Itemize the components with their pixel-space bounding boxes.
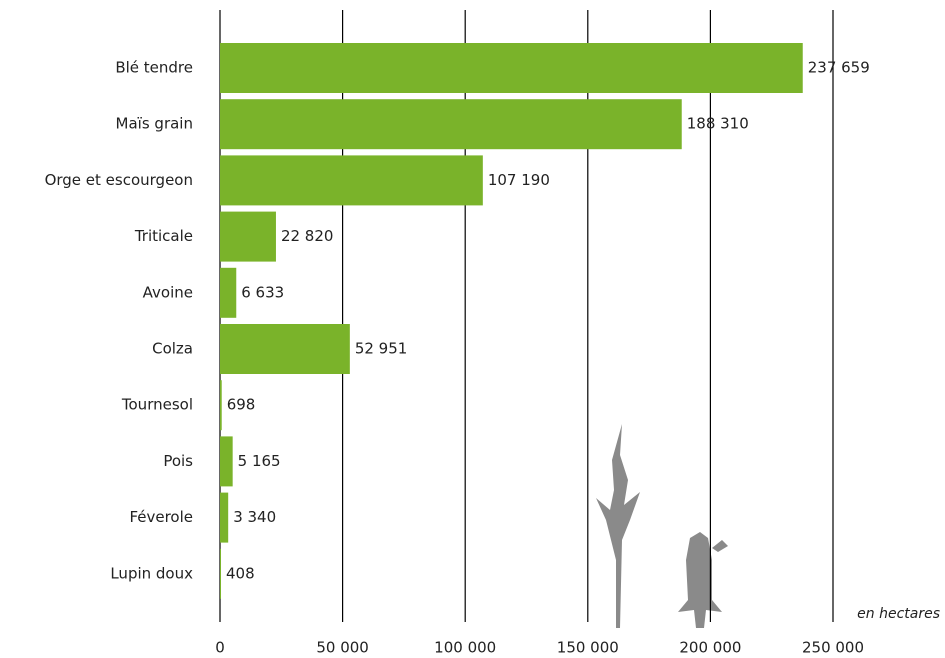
value-label: 188 310 [687,115,749,133]
bar [220,492,229,543]
value-label: 3 340 [233,508,276,526]
value-label: 6 633 [241,283,284,301]
x-tick-label: 0 [215,639,225,657]
value-label: 5 165 [238,452,281,470]
bar [220,436,233,487]
value-label: 237 659 [808,59,870,77]
value-label: 22 820 [281,227,334,245]
bar [220,324,350,374]
value-label: 107 190 [488,171,550,189]
y-tick-label: Triticale [134,227,193,245]
y-tick-label: Maïs grain [116,115,193,133]
plant-illustration [596,424,728,628]
bar [220,211,276,262]
y-tick-label: Féverole [129,508,193,526]
x-tick-label: 150 000 [557,639,619,657]
x-tick-label: 200 000 [679,639,741,657]
bar [220,380,222,431]
y-tick-label: Blé tendre [115,59,193,77]
y-tick-label: Pois [163,452,193,470]
x-tick-label: 250 000 [802,639,864,657]
value-label: 52 951 [355,340,408,358]
bar [220,99,682,150]
y-tick-label: Lupin doux [110,564,193,582]
y-tick-label: Tournesol [121,396,193,414]
y-tick-label: Colza [152,340,193,358]
x-tick-label: 50 000 [316,639,369,657]
y-tick-label: Avoine [143,283,193,301]
y-tick-label: Orge et escourgeon [45,171,193,189]
bar [220,155,483,206]
bar [220,43,803,93]
value-label: 698 [227,396,256,414]
bar [220,548,222,599]
axis-label: en hectares [857,606,940,622]
value-label: 408 [226,564,255,582]
bar [220,267,237,318]
x-tick-label: 100 000 [434,639,496,657]
